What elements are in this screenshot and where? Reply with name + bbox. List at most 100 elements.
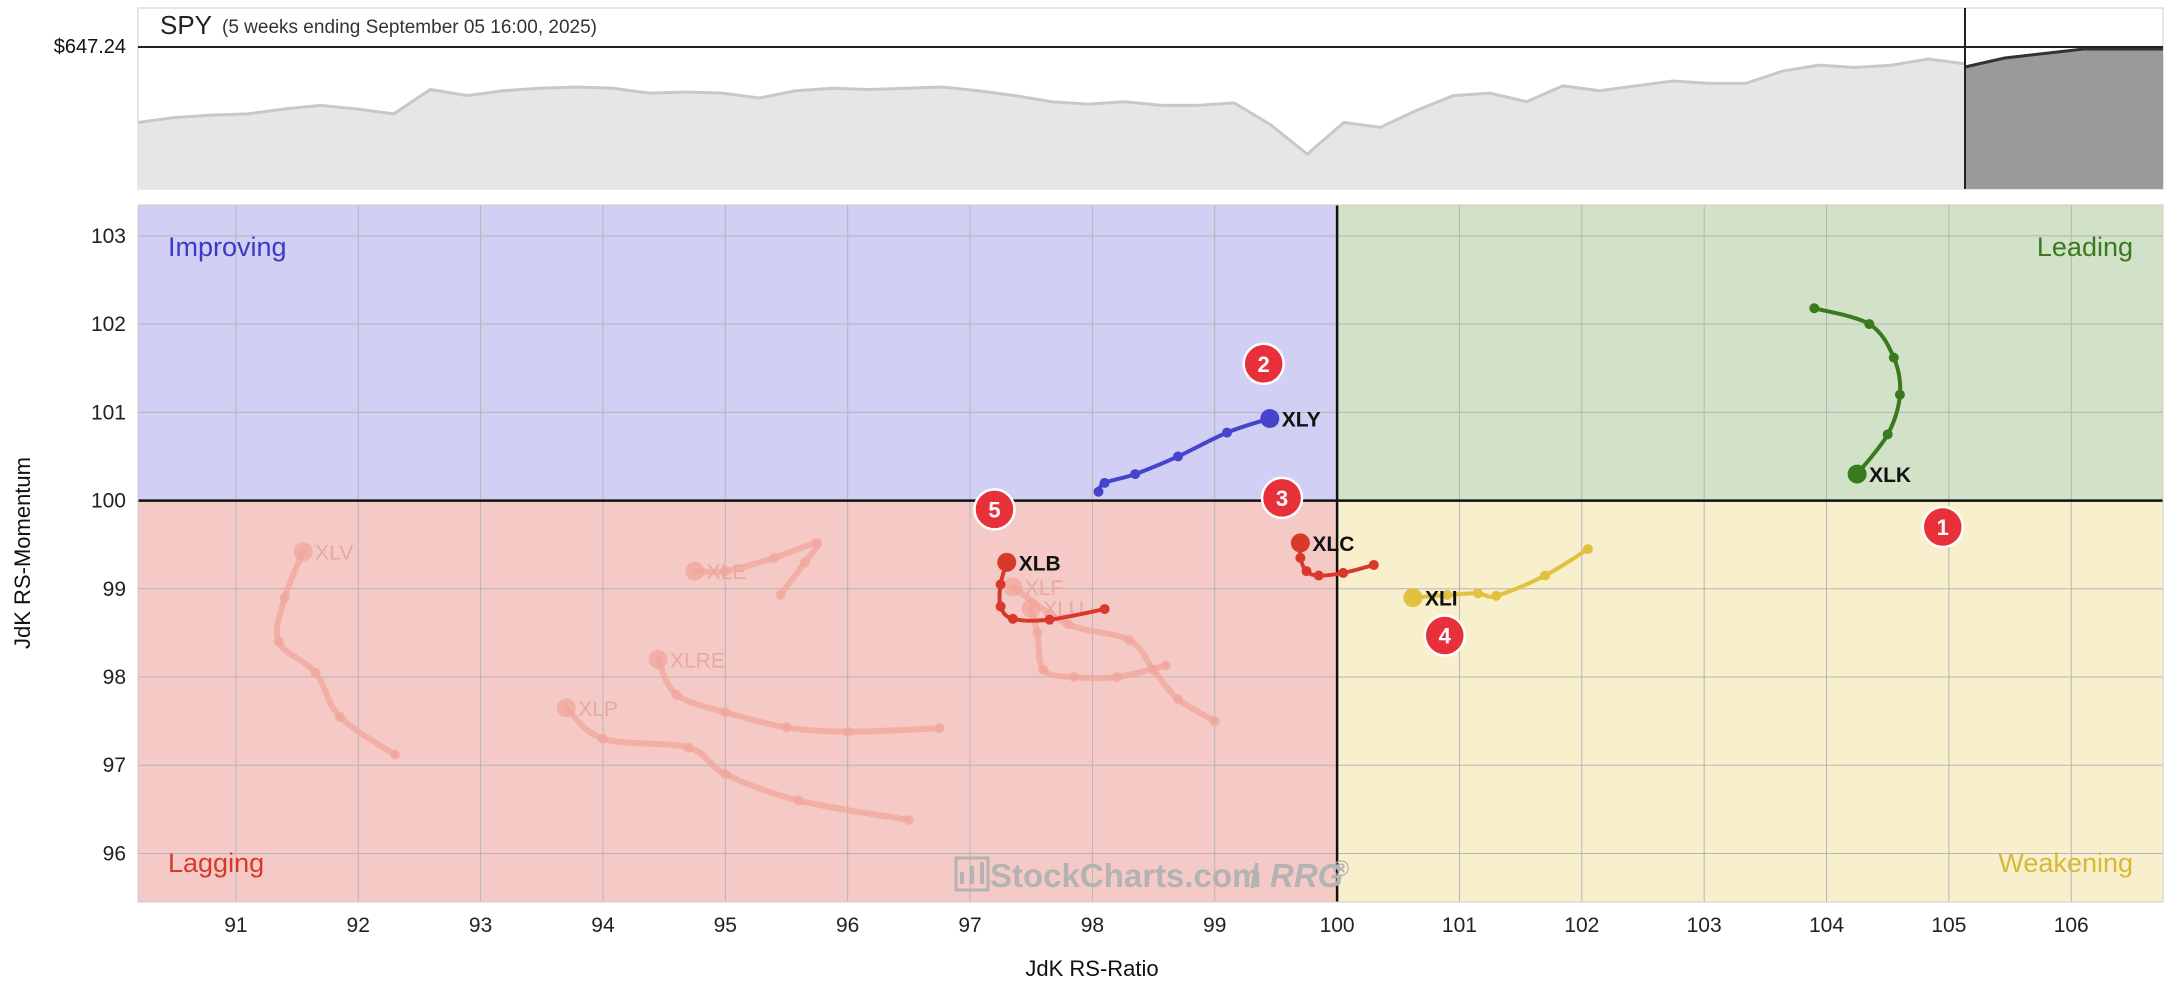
tail-xlb[interactable]: XLB	[995, 552, 1110, 625]
rrg-panel: 91 92 93 94 95 96 97 98 99 100 101 102 103 104 105 106 …	[10, 204, 2164, 981]
symbol-label-xle: XLE	[707, 561, 747, 584]
y-tick-label: 102	[91, 313, 126, 336]
tail-point	[1472, 588, 1483, 599]
x-tick-label: 101	[1442, 914, 1477, 937]
tail-point	[1338, 567, 1349, 578]
price-area-group	[137, 47, 2163, 189]
symbol-label-xlf: XLF	[1025, 577, 1064, 600]
y-tick-labels: 96 97 98 99 100 101 102 103	[91, 225, 126, 866]
tail-head-xlf[interactable]	[1003, 577, 1023, 597]
quadrants-group	[138, 205, 2163, 902]
tail-point	[1173, 451, 1184, 462]
tail-xle[interactable]: XLE	[685, 537, 823, 600]
y-axis-title: JdK RS-Momentum	[10, 457, 35, 649]
watermark-product: RRG	[1270, 857, 1343, 894]
tail-point	[1809, 303, 1820, 314]
tail-point	[1160, 660, 1171, 671]
header-subtitle: (5 weeks ending September 05 16:00, 2025…	[222, 17, 597, 38]
y-tick-label: 99	[103, 578, 126, 601]
tail-xly[interactable]: XLY	[1093, 409, 1321, 497]
tail-point	[334, 711, 345, 722]
watermark-slash: /	[1250, 857, 1259, 894]
watermark: StockCharts.com / RRG ®	[954, 856, 1349, 894]
y-tick-label: 98	[103, 666, 126, 689]
price-line	[137, 57, 1966, 157]
price-area-fill	[138, 59, 1965, 189]
tail-point	[1313, 570, 1324, 581]
center-lines	[138, 205, 2163, 902]
x-tick-label: 91	[224, 914, 247, 937]
tail-head-xlre[interactable]	[648, 649, 668, 669]
tail-point	[1864, 319, 1875, 330]
tail-xlre[interactable]: XLRE	[648, 649, 945, 737]
tail-point	[1038, 664, 1049, 675]
x-tick-label: 94	[591, 914, 615, 937]
tail-point	[1209, 716, 1220, 727]
tail-point	[1007, 613, 1018, 624]
badge-number: 5	[988, 497, 1000, 522]
tail-point	[1124, 634, 1135, 645]
tail-xlv[interactable]: XLV	[273, 542, 400, 760]
tail-point	[273, 636, 284, 647]
tail-head-xli[interactable]	[1403, 588, 1423, 608]
tail-point	[1888, 352, 1899, 363]
tail-head-xlv[interactable]	[293, 542, 313, 562]
tail-point	[389, 749, 400, 760]
x-tick-label: 100	[1320, 914, 1355, 937]
tail-point	[1540, 570, 1551, 581]
tail-point	[1491, 590, 1502, 601]
x-tick-label: 102	[1564, 914, 1599, 937]
tail-xlp[interactable]: XLP	[556, 698, 914, 825]
tail-point	[1099, 477, 1110, 488]
quadrant-leading	[1337, 205, 2163, 501]
future-projection-area	[1965, 49, 2163, 189]
tail-head-xlp[interactable]	[556, 698, 576, 718]
tail-point	[769, 552, 780, 563]
future-projection-line	[1964, 47, 2163, 69]
y-tick-label: 101	[91, 401, 126, 424]
x-tick-label: 92	[347, 914, 370, 937]
symbol-label-xlk: XLK	[1869, 464, 1911, 487]
tail-point	[812, 537, 823, 548]
quadrant-weakening	[1337, 500, 2163, 902]
tail-point	[1442, 589, 1453, 600]
tail-point	[1882, 429, 1893, 440]
tail-point	[1894, 389, 1905, 400]
tail-head-xlk[interactable]	[1847, 464, 1867, 484]
tail-point	[903, 814, 914, 825]
y-tick-label: 103	[91, 225, 126, 248]
tail-head-xlc[interactable]	[1290, 533, 1310, 553]
tail-head-xle[interactable]	[685, 561, 705, 581]
tail-point	[671, 689, 682, 700]
tail-point	[1111, 672, 1122, 683]
tail-head-xlu[interactable]	[1021, 598, 1041, 618]
badge-circle	[1242, 342, 1285, 386]
watermark-registered: ®	[1333, 856, 1349, 881]
price-label: $647.24	[54, 36, 126, 58]
tail-head-xlb[interactable]	[997, 552, 1017, 572]
x-tick-label: 93	[469, 914, 492, 937]
badge-number: 3	[1276, 486, 1288, 511]
tail-point	[799, 557, 810, 568]
tail-point	[781, 722, 792, 733]
symbol-label-xlb: XLB	[1019, 552, 1061, 575]
symbol-label-xly: XLY	[1282, 409, 1321, 432]
tail-point	[1069, 672, 1080, 683]
tail-head-xly[interactable]	[1260, 409, 1280, 429]
y-tick-label: 100	[91, 490, 126, 513]
tail-point	[1130, 469, 1141, 480]
x-tick-label: 105	[1931, 914, 1966, 937]
tail-xlc[interactable]: XLC	[1290, 533, 1379, 581]
tail-xli[interactable]: XLI	[1403, 544, 1593, 611]
y-tick-label: 96	[103, 842, 126, 865]
badge-number: 2	[1258, 352, 1270, 377]
x-tick-labels: 91 92 93 94 95 96 97 98 99 100 101 102 103 104 105 106	[224, 914, 2089, 937]
tail-xlk[interactable]: XLK	[1809, 303, 1911, 487]
callout-badge-1: 1	[1921, 505, 1965, 549]
price-panel: SPY (5 weeks ending September 05 16:00, …	[54, 7, 2164, 190]
tail-point	[1173, 694, 1184, 705]
tail-point	[720, 769, 731, 780]
symbol-label-xlv: XLV	[315, 542, 353, 565]
x-tick-label: 99	[1203, 914, 1226, 937]
